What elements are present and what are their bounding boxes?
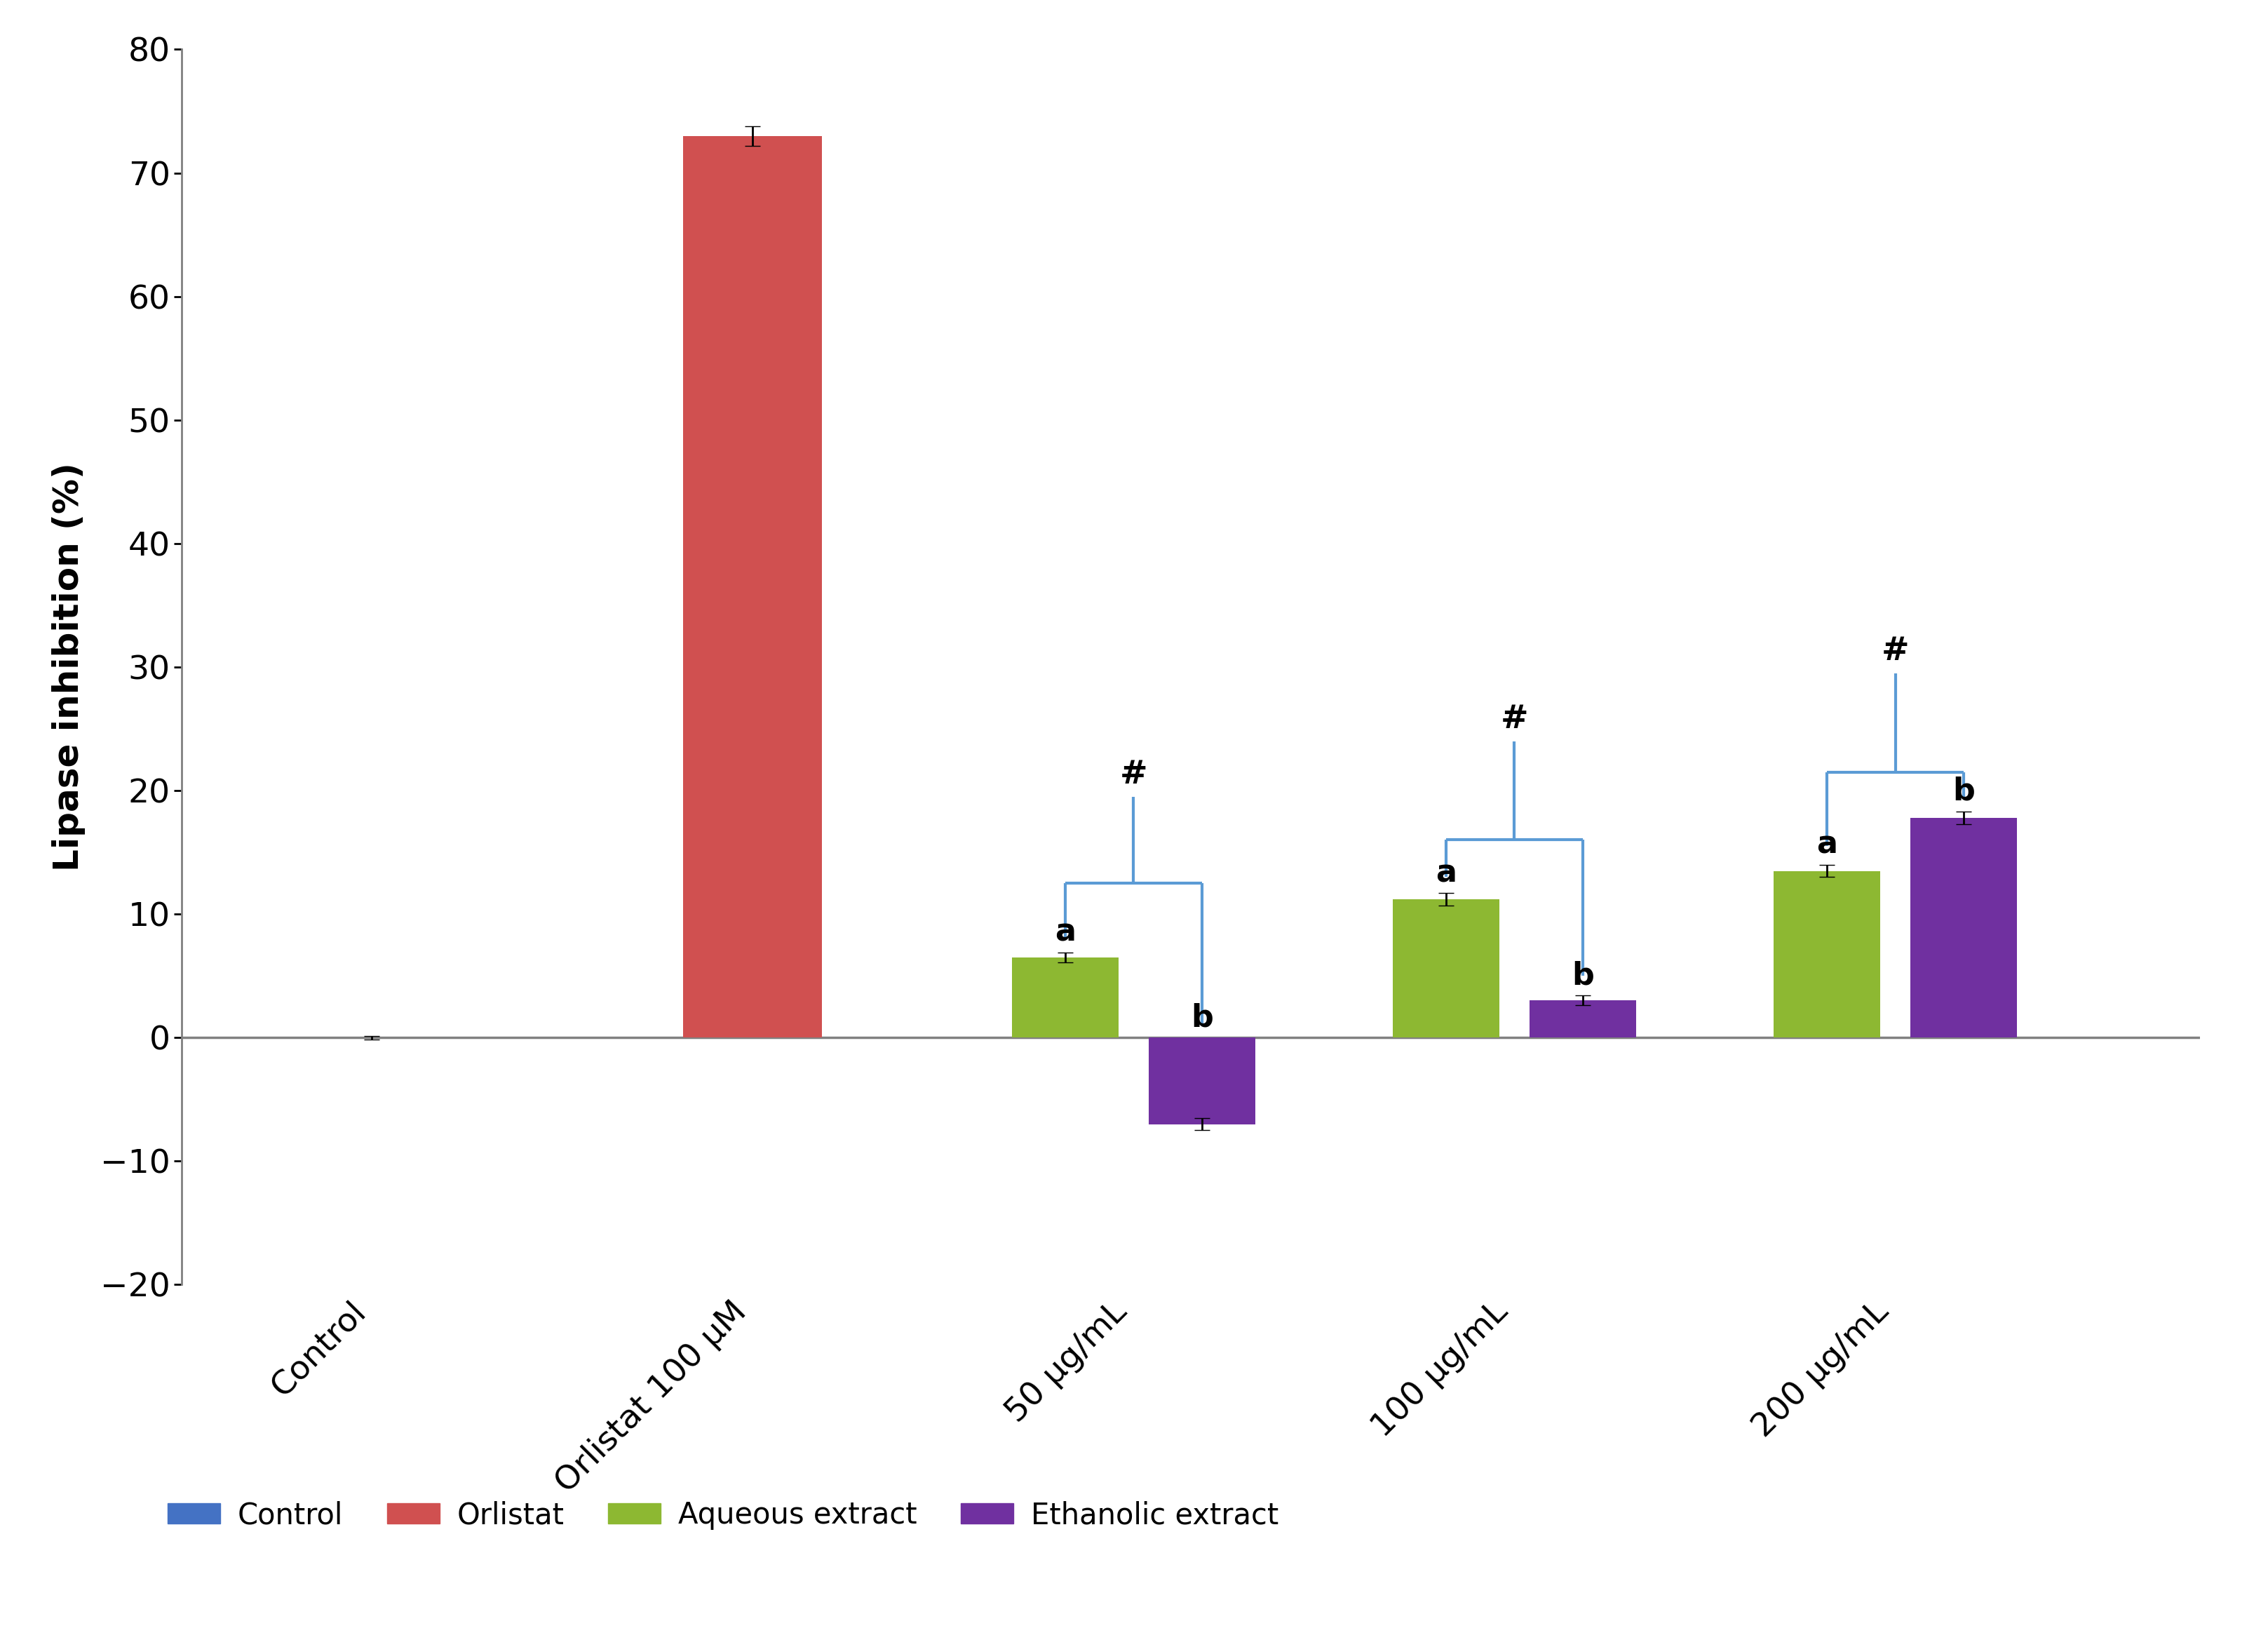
Text: #: # — [1120, 759, 1148, 791]
Y-axis label: Lipase inhibition (%): Lipase inhibition (%) — [52, 463, 86, 871]
Legend: Control, Orlistat, Aqueous extract, Ethanolic extract: Control, Orlistat, Aqueous extract, Etha… — [156, 1489, 1290, 1542]
Bar — [1012, 957, 1118, 1038]
Bar — [1774, 871, 1880, 1038]
Text: b: b — [1191, 1003, 1213, 1033]
Text: #: # — [1501, 703, 1529, 735]
Bar — [1150, 1038, 1256, 1123]
Bar — [1393, 899, 1499, 1038]
Text: #: # — [1882, 636, 1910, 667]
Text: b: b — [1953, 776, 1975, 807]
Bar — [1910, 817, 2016, 1038]
Text: a: a — [1436, 858, 1456, 888]
Text: b: b — [1572, 960, 1594, 990]
Bar — [683, 137, 821, 1038]
Text: a: a — [1055, 917, 1075, 947]
Text: a: a — [1817, 830, 1837, 860]
Bar — [1529, 1000, 1635, 1038]
